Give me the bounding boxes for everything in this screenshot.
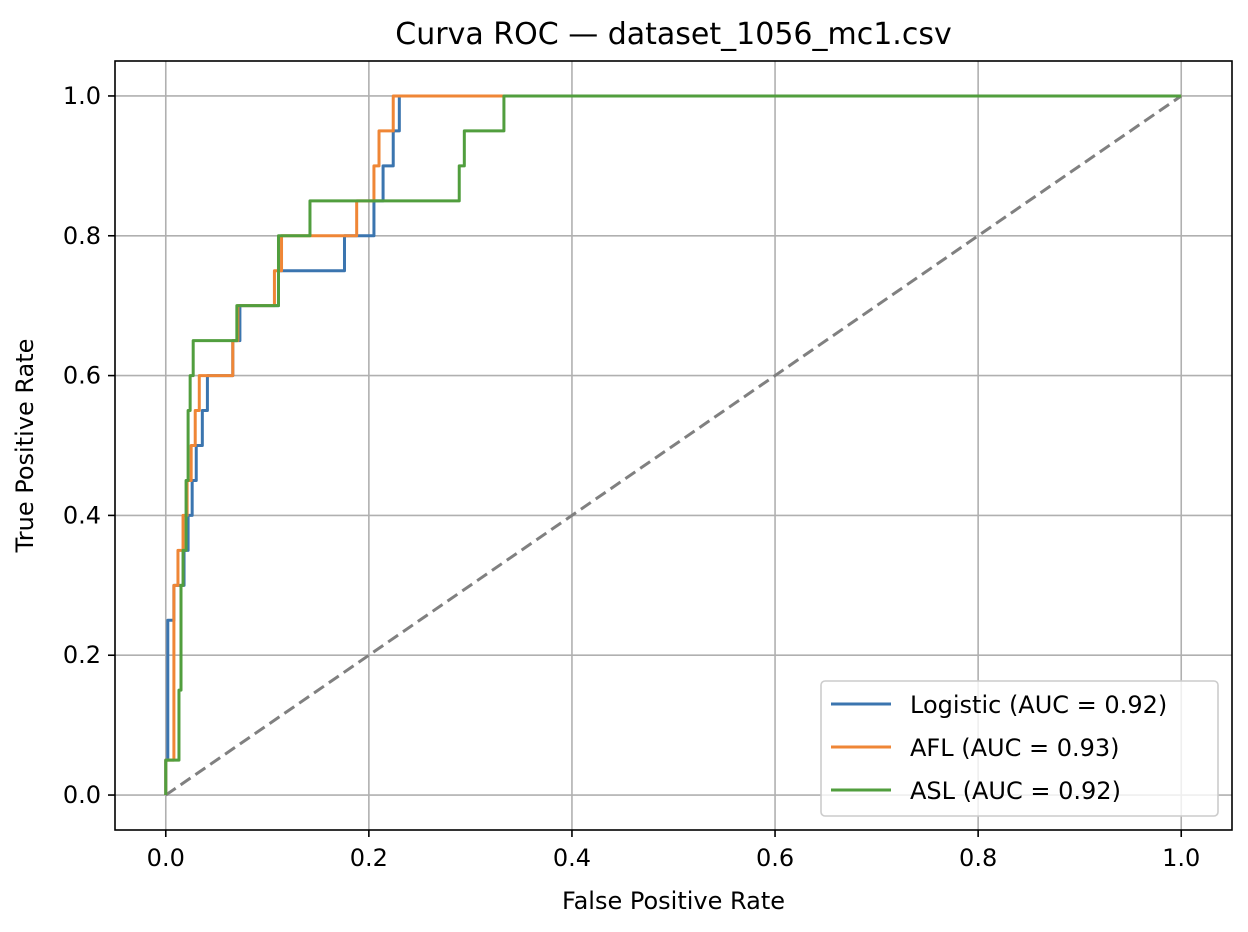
y-tick-label: 1.0 xyxy=(63,82,101,110)
x-tick-label: 0.8 xyxy=(959,844,997,872)
legend-label-2: ASL (AUC = 0.92) xyxy=(910,777,1121,805)
x-tick-label: 0.4 xyxy=(553,844,591,872)
axes-frame xyxy=(114,60,1233,831)
x-tick-label: 0.6 xyxy=(756,844,794,872)
chart-title: Curva ROC — dataset_1056_mc1.csv xyxy=(395,17,951,52)
series-layer xyxy=(164,94,1182,796)
y-tick-label: 0.6 xyxy=(63,362,101,390)
y-tick-label: 0.8 xyxy=(63,222,101,250)
chance-line-layer xyxy=(164,94,1183,797)
y-tick-label: 0.4 xyxy=(63,501,101,529)
roc-line-series-2 xyxy=(164,94,1182,796)
legend: Logistic (AUC = 0.92) AFL (AUC = 0.93) ASL… xyxy=(820,680,1219,817)
legend-label-0: Logistic (AUC = 0.92) xyxy=(910,691,1167,719)
chance-diagonal-line xyxy=(164,94,1183,797)
y-axis-label: True Positive Rate xyxy=(11,339,39,554)
x-axis-label: False Positive Rate xyxy=(562,887,785,915)
legend-frame xyxy=(820,680,1219,817)
y-tick-label: 0.0 xyxy=(63,781,101,809)
y-tick-label: 0.2 xyxy=(63,641,101,669)
legend-label-1: AFL (AUC = 0.93) xyxy=(910,734,1120,762)
ticks: 0.0 0.2 0.4 0.6 0.8 1.0 0.0 0.2 0.4 0.6 0.8 1.0 xyxy=(63,82,1200,872)
x-tick-label: 1.0 xyxy=(1162,844,1200,872)
x-tick-label: 0.0 xyxy=(147,844,185,872)
x-tick-label: 0.2 xyxy=(350,844,388,872)
